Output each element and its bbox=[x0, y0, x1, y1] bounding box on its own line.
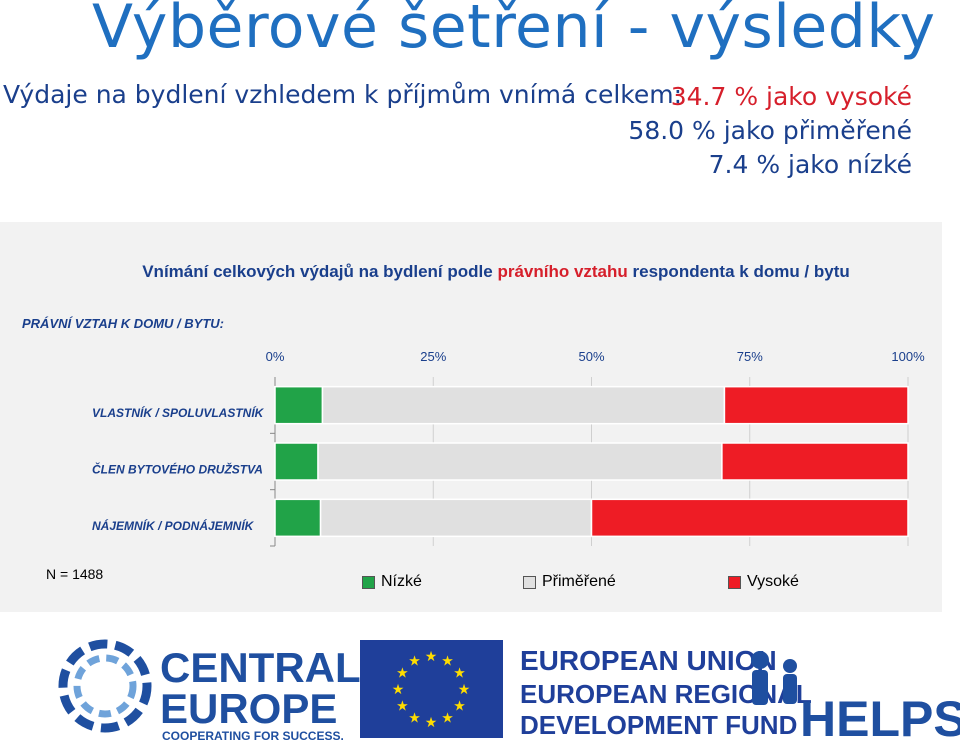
bar-segment bbox=[590, 498, 909, 538]
eu-flag-icon: ★ ★★★★★★★★★★★ bbox=[360, 640, 503, 738]
chart-panel: Vnímání celkových výdajů na bydlení podl… bbox=[0, 222, 942, 612]
summary-low: 7.4 % jako nízké bbox=[708, 150, 912, 179]
summary-high: 34.7 % jako vysoké bbox=[670, 82, 912, 111]
eu-line-2: EUROPEAN REGIONAL bbox=[520, 679, 812, 709]
legend-swatch bbox=[362, 575, 375, 589]
legend-item: Nízké bbox=[362, 573, 422, 591]
x-tick-label: 25% bbox=[420, 349, 446, 364]
legend-label: Vysoké bbox=[747, 573, 799, 590]
eu-line-1: EUROPEAN UNION bbox=[520, 645, 777, 676]
central-europe-logo: CENTRAL EUROPE COOPERATING FOR SUCCESS. bbox=[58, 639, 361, 743]
summary-subtitle: Výdaje na bydlení vzhledem k příjmům vní… bbox=[3, 80, 683, 109]
helps-word: HELPS bbox=[800, 691, 960, 747]
bar-segment bbox=[317, 442, 723, 481]
sample-size-note: N = 1488 bbox=[46, 566, 104, 582]
legend-label: Nízké bbox=[381, 573, 422, 590]
bar-segment bbox=[274, 385, 324, 425]
chart-title: Vnímání celkových výdajů na bydlení podl… bbox=[0, 262, 960, 282]
x-tick-label: 100% bbox=[891, 349, 925, 364]
page-title: Výběrové šetření - výsledky bbox=[92, 0, 936, 62]
central-europe-slogan: COOPERATING FOR SUCCESS. bbox=[162, 729, 344, 743]
helps-logo: HELPS bbox=[751, 651, 960, 747]
category-label: NÁJEMNÍK / PODNÁJEMNÍK bbox=[92, 518, 255, 533]
eu-star-icon: ★ bbox=[425, 714, 438, 730]
chart-title-highlight: právního vztahu bbox=[497, 262, 628, 281]
eu-star-icon: ★ bbox=[453, 698, 466, 714]
legend-swatch bbox=[728, 575, 741, 589]
legend-label: Přiměřené bbox=[542, 573, 616, 590]
eu-star-icon: ★ bbox=[396, 665, 409, 681]
summary-mid: 58.0 % jako přiměřené bbox=[628, 116, 912, 145]
y-axis-title: PRÁVNÍ VZTAH K DOMU / BYTU: bbox=[22, 316, 224, 331]
x-tick-label: 0% bbox=[266, 349, 285, 364]
x-tick-label: 75% bbox=[737, 349, 763, 364]
eu-line-3: DEVELOPMENT FUND bbox=[520, 710, 797, 740]
stacked-bar-chart: 0% 25% 50% 75% 100% VLASTNÍK / SPOLUVLASTNÍK Č… bbox=[92, 349, 925, 547]
bar-segment bbox=[274, 498, 322, 538]
eu-star-icon: ★ bbox=[408, 652, 421, 668]
eu-star-icon: ★ bbox=[408, 710, 421, 726]
eu-star-icon: ★ bbox=[458, 681, 471, 697]
bar-segment bbox=[723, 385, 909, 425]
eu-star-icon: ★ bbox=[392, 681, 405, 697]
x-tick-label: 50% bbox=[578, 349, 604, 364]
legend-item: Přiměřené bbox=[523, 573, 616, 591]
summary-values: 34.7 % jako vysoké 58.0 % jako přiměřené… bbox=[628, 80, 912, 182]
category-label: VLASTNÍK / SPOLUVLASTNÍK bbox=[92, 405, 265, 420]
bar-segment bbox=[321, 385, 726, 425]
bar-segment bbox=[721, 442, 909, 481]
category-label: ČLEN BYTOVÉHO DRUŽSTVA bbox=[92, 462, 263, 477]
legend-swatch bbox=[523, 575, 536, 589]
eu-star-icon: ★ bbox=[425, 648, 438, 664]
eu-star-icon: ★ bbox=[441, 710, 454, 726]
chart-title-part-1: Vnímání celkových výdajů na bydlení podl… bbox=[142, 262, 498, 281]
bar-segment bbox=[274, 442, 319, 481]
logos-strip: CENTRAL EUROPE COOPERATING FOR SUCCESS. … bbox=[58, 639, 960, 747]
eu-star-icon: ★ bbox=[396, 698, 409, 714]
eu-star-icon: ★ bbox=[453, 665, 466, 681]
central-europe-word1: CENTRAL bbox=[160, 644, 361, 691]
eu-star-icon: ★ bbox=[441, 652, 454, 668]
chart-title-part-3: respondenta k domu / bytu bbox=[627, 262, 850, 281]
legend-item: Vysoké bbox=[728, 573, 799, 591]
bar-segment bbox=[319, 498, 593, 538]
central-europe-word2: EUROPE bbox=[160, 685, 337, 732]
